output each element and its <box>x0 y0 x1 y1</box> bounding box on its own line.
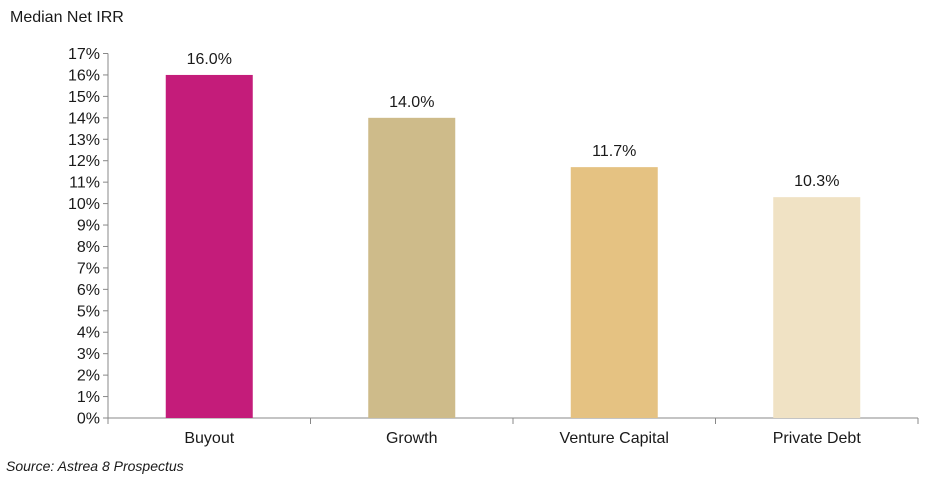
data-label: 10.3% <box>794 173 839 190</box>
bar-chart: Median Net IRR 0% 1% 2% 3% 4% 5% 6% 7% 8% 9% 10% 11… <box>10 9 919 447</box>
y-tick-label: 15% <box>68 89 100 106</box>
chart-title: Median Net IRR <box>10 9 124 26</box>
data-label: 11.7% <box>592 143 636 160</box>
y-tick-label: 0% <box>77 411 100 428</box>
y-tick-label: 8% <box>77 239 100 256</box>
x-tick-label: Buyout <box>184 430 234 447</box>
y-tick-label: 2% <box>77 368 100 385</box>
y-tick-label: 9% <box>77 218 100 235</box>
y-tick-label: 6% <box>77 282 100 299</box>
y-tick-label: 4% <box>77 325 100 342</box>
y-tick-label: 13% <box>68 132 100 149</box>
y-tick-label: 10% <box>68 196 100 213</box>
x-tick-label: Venture Capital <box>560 430 669 447</box>
data-label: 14.0% <box>389 94 434 111</box>
y-tick-label: 3% <box>77 346 100 363</box>
y-tick-label: 17% <box>68 46 100 63</box>
x-axis: Buyout Growth Venture Capital Private Debt <box>107 417 919 447</box>
y-tick-label: 1% <box>77 389 100 406</box>
data-labels: 16.0% 14.0% 11.7% 10.3% <box>187 51 840 190</box>
bar <box>773 197 861 418</box>
y-tick-label: 7% <box>77 260 100 277</box>
bar <box>570 167 658 418</box>
y-tick-label: 5% <box>77 303 100 320</box>
data-label: 16.0% <box>187 51 232 68</box>
y-tick-label: 14% <box>68 110 100 127</box>
y-tick-label: 11% <box>69 175 100 192</box>
y-tick-label: 16% <box>68 67 100 84</box>
bar <box>165 74 253 419</box>
bar <box>368 117 456 418</box>
x-tick-label: Private Debt <box>773 430 862 447</box>
x-tick-label: Growth <box>386 430 438 447</box>
y-axis: 0% 1% 2% 3% 4% 5% 6% 7% 8% 9% 10% 11% 12% 13% 14% 15% 16… <box>68 46 109 428</box>
bars <box>165 74 861 419</box>
y-tick-label: 12% <box>68 153 100 170</box>
source-note: Source: Astrea 8 Prospectus <box>6 458 184 474</box>
